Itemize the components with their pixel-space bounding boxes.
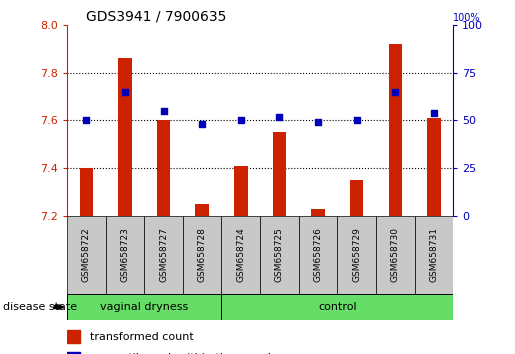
Bar xyxy=(415,216,453,294)
Point xyxy=(159,108,167,114)
Text: GSM658726: GSM658726 xyxy=(314,227,322,282)
Text: disease state: disease state xyxy=(3,302,77,312)
Point xyxy=(121,89,129,95)
Point xyxy=(82,118,91,123)
Text: GSM658731: GSM658731 xyxy=(430,227,438,282)
Point xyxy=(314,119,322,125)
Point xyxy=(198,121,206,127)
Bar xyxy=(183,216,221,294)
Bar xyxy=(337,216,376,294)
Text: GSM658722: GSM658722 xyxy=(82,228,91,282)
Bar xyxy=(67,352,80,354)
Point xyxy=(430,110,438,115)
Text: transformed count: transformed count xyxy=(90,332,194,342)
Text: GSM658729: GSM658729 xyxy=(352,227,361,282)
Text: GSM658723: GSM658723 xyxy=(121,227,129,282)
Bar xyxy=(299,216,337,294)
Bar xyxy=(106,216,144,294)
Bar xyxy=(221,216,260,294)
Bar xyxy=(67,330,80,343)
Bar xyxy=(67,216,106,294)
Bar xyxy=(427,118,441,216)
Text: control: control xyxy=(318,302,356,312)
Bar xyxy=(234,166,248,216)
Bar xyxy=(260,216,299,294)
Text: GSM658728: GSM658728 xyxy=(198,227,207,282)
Text: 100%: 100% xyxy=(453,13,480,23)
Bar xyxy=(118,58,132,216)
Text: GSM658730: GSM658730 xyxy=(391,227,400,282)
Bar xyxy=(388,44,402,216)
Bar xyxy=(195,204,209,216)
Bar xyxy=(272,132,286,216)
Text: vaginal dryness: vaginal dryness xyxy=(100,302,188,312)
Bar xyxy=(376,216,415,294)
Point xyxy=(236,118,245,123)
Text: GSM658727: GSM658727 xyxy=(159,227,168,282)
Point xyxy=(391,89,400,95)
Point xyxy=(352,118,360,123)
Point xyxy=(275,114,283,119)
Bar xyxy=(67,294,221,320)
Bar xyxy=(157,120,170,216)
Text: GDS3941 / 7900635: GDS3941 / 7900635 xyxy=(87,10,227,24)
Bar xyxy=(350,180,364,216)
Bar xyxy=(311,209,325,216)
Text: percentile rank within the sample: percentile rank within the sample xyxy=(90,353,278,354)
Text: GSM658725: GSM658725 xyxy=(275,227,284,282)
Text: GSM658724: GSM658724 xyxy=(236,228,245,282)
Bar xyxy=(221,294,453,320)
Bar xyxy=(79,168,93,216)
Bar xyxy=(144,216,183,294)
